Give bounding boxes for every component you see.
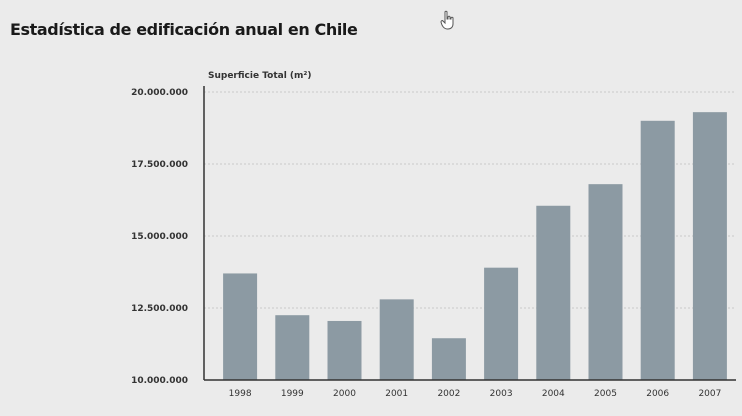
bar [484,267,519,380]
bar [692,112,727,380]
x-tick-label: 2006 [646,389,669,399]
bar [223,273,258,380]
bar [327,320,362,380]
x-tick-label: 2007 [698,389,721,399]
x-tick-label: 2001 [385,389,408,399]
bar [640,120,675,381]
page-title: Estadística de edificación anual en Chil… [10,20,358,39]
x-tick-label: 2005 [594,389,617,399]
bar [431,338,466,380]
hand-pointer-icon [440,10,454,30]
x-tick-label: 1998 [229,389,252,399]
y-tick-label: 10.000.000 [131,376,188,386]
x-tick-label: 2003 [490,389,513,399]
bar [588,184,623,380]
bar [536,205,571,380]
y-tick-label: 15.000.000 [131,232,188,242]
y-tick-label: 12.500.000 [131,304,188,314]
bar [275,315,310,380]
bar [379,299,414,380]
y-tick-label: 20.000.000 [131,88,188,98]
x-tick-label: 2000 [333,389,356,399]
x-tick-label: 2002 [437,389,460,399]
x-tick-label: 2004 [542,389,565,399]
x-tick-label: 1999 [281,389,304,399]
y-axis-title: Superficie Total (m²) [208,71,311,81]
y-tick-label: 17.500.000 [131,160,188,170]
